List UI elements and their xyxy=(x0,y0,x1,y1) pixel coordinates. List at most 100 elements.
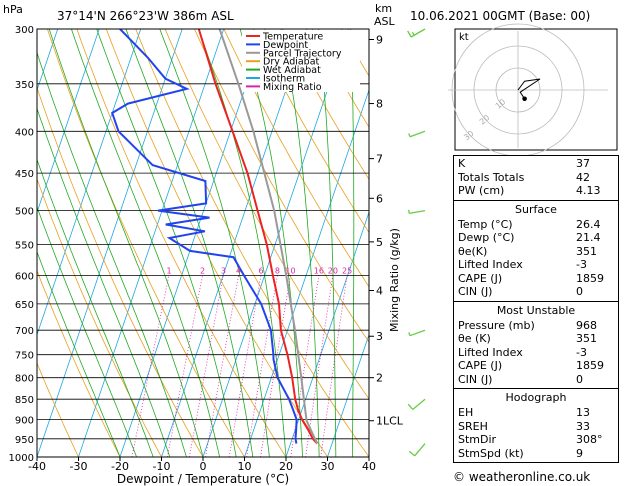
mixing-ratio-axis-label: Mixing Ratio (g/kg) xyxy=(388,228,401,332)
temp-tick-label: -40 xyxy=(28,460,46,473)
km-tick-label: 9 xyxy=(376,34,383,47)
hodograph-stat-value: 9 xyxy=(576,446,583,460)
mixing-ratio-line xyxy=(290,275,320,457)
mixing-ratio-line xyxy=(167,275,203,457)
surface-value: -3 xyxy=(576,258,587,271)
mixing-ratio-label: 20 xyxy=(328,266,338,275)
mixing-ratio-line xyxy=(205,275,239,457)
unstable-row: CIN (J) 0 xyxy=(458,373,614,387)
unstable-row: θe (K) 351 xyxy=(458,332,614,346)
hodograph-stats-title: Hodograph xyxy=(505,391,567,404)
most-unstable-title: Most Unstable xyxy=(496,303,576,317)
wind-barb xyxy=(407,28,426,38)
unstable-value: 0 xyxy=(576,372,583,386)
isotherm-line xyxy=(202,29,349,457)
unstable-value: 351 xyxy=(576,332,597,345)
hodograph-storm-marker xyxy=(522,96,527,102)
temp-tick-label: -20 xyxy=(111,460,129,473)
profile-parcel-trajectory xyxy=(218,29,319,445)
wind-barb xyxy=(408,329,426,337)
wind-barb-staff xyxy=(412,398,426,411)
unstable-value: -3 xyxy=(576,345,587,359)
mixing-ratio-line xyxy=(320,275,348,457)
unstable-key: CAPE (J) xyxy=(458,359,503,372)
pressure-tick-label: 450 xyxy=(15,169,34,180)
pressure-tick-label: 350 xyxy=(15,80,34,91)
wind-barb xyxy=(408,130,426,138)
km-tick-label: 4 xyxy=(376,285,383,298)
profile-dewpoint xyxy=(110,29,298,444)
pressure-tick-label: 1000 xyxy=(9,453,34,464)
km-label: km xyxy=(375,2,392,15)
surface-key: Lifted Index xyxy=(458,258,523,271)
surface-value: 26.4 xyxy=(576,217,601,231)
surface-row: CIN (J) 0 xyxy=(458,285,614,299)
mixing-ratio-label: 4 xyxy=(236,266,241,275)
unstable-key: CIN (J) xyxy=(458,372,493,386)
index-row: PW (cm) 4.13 xyxy=(458,184,614,198)
mixing-ratio-label: 16 xyxy=(314,266,324,275)
index-key: PW (cm) xyxy=(458,184,505,197)
wind-barb xyxy=(407,398,426,411)
surface-value: 21.4 xyxy=(576,231,601,244)
surface-row: θe(K) 351 xyxy=(458,245,614,259)
temp-tick-label: 20 xyxy=(279,460,293,473)
wind-barb-staff xyxy=(409,130,426,138)
hodograph-stat-key: EH xyxy=(458,406,474,419)
surface-row: CAPE (J) 1859 xyxy=(458,272,614,286)
isotherm-line xyxy=(78,29,225,457)
unstable-key: Pressure (mb) xyxy=(458,318,535,332)
unstable-key: θe (K) xyxy=(458,332,491,345)
surface-row: Temp (°C) 26.4 xyxy=(458,218,614,232)
legend-label: Dry Adiabat xyxy=(263,57,320,68)
hodograph-frame xyxy=(454,28,618,151)
hodograph-stat-value: 33 xyxy=(576,419,590,433)
surface-key: CIN (J) xyxy=(458,285,493,298)
surface-value: 0 xyxy=(576,285,583,298)
location-title: 37°14'N 266°23'W 386m ASL xyxy=(57,9,234,23)
wind-barb-staff xyxy=(409,329,426,337)
temp-tick-label: 40 xyxy=(362,460,376,473)
dry-adiabat-line xyxy=(37,362,79,457)
datetime-title: 10.06.2021 00GMT (Base: 00) xyxy=(410,9,590,23)
mixing-ratio-label: 2 xyxy=(200,266,205,275)
hodograph-stat-value: 308° xyxy=(576,433,603,446)
km-tick-label: 7 xyxy=(376,153,383,166)
legend-label: Parcel Trajectory xyxy=(263,48,342,59)
temp-tick-label: -10 xyxy=(153,460,171,473)
surface-key: CAPE (J) xyxy=(458,271,503,285)
surface-row: Lifted Index -3 xyxy=(458,258,614,272)
mixing-ratio-line xyxy=(189,275,224,457)
pressure-tick-label: 950 xyxy=(15,435,34,446)
legend-label: Dewpoint xyxy=(263,40,308,51)
mixing-ratio-line xyxy=(260,275,291,457)
wind-barb-half xyxy=(407,209,410,214)
hodograph-stat-row: SREH 33 xyxy=(458,420,614,434)
profile-temperature xyxy=(197,29,318,445)
legend-label: Mixing Ratio xyxy=(263,82,322,93)
km-tick-label: 1LCL xyxy=(376,415,404,428)
km-tick-label: 8 xyxy=(376,98,383,111)
isotherm-line xyxy=(119,29,266,457)
surface-title: Surface xyxy=(515,202,557,216)
temp-tick-label: 10 xyxy=(238,460,252,473)
unstable-value: 1859 xyxy=(576,359,604,372)
temp-tick-label: -30 xyxy=(70,460,88,473)
hodograph-stat-row: StmSpd (kt) 9 xyxy=(458,447,614,461)
wind-barb xyxy=(408,443,426,457)
asl-label: ASL xyxy=(374,15,396,28)
hpa-label: hPa xyxy=(3,3,23,16)
index-value: 37 xyxy=(576,157,590,170)
hodograph-stat-value: 13 xyxy=(576,406,590,419)
km-tick-label: 5 xyxy=(376,236,383,249)
mixing-ratio-label: 10 xyxy=(285,266,295,275)
surface-section: Surface Temp (°C) 26.4 Dewp (°C) 21.4 θe(K) 3… xyxy=(454,199,618,301)
wind-barb-half xyxy=(411,31,415,36)
mixing-ratio-label: 1 xyxy=(166,266,171,275)
surface-key: θe(K) xyxy=(458,244,488,258)
hodograph-stat-key: SREH xyxy=(458,419,488,433)
mixing-ratio-line xyxy=(131,275,170,457)
pressure-tick-label: 700 xyxy=(15,326,34,337)
